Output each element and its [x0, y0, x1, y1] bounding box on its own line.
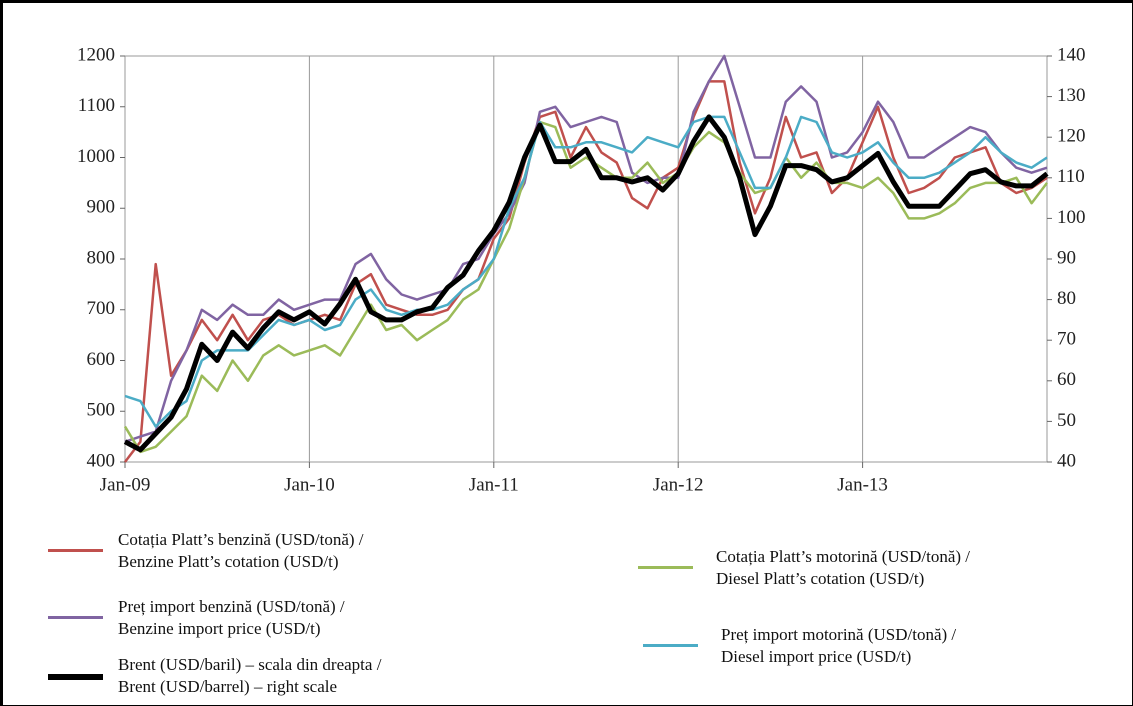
- x-tick-label: Jan-10: [284, 474, 335, 495]
- legend-label: Preț import benzină (USD/tonă) / Benzine…: [118, 597, 345, 638]
- y-tick-label: 1000: [77, 146, 115, 167]
- y2-tick-label: 80: [1057, 288, 1076, 309]
- y-tick-label: 500: [87, 400, 116, 421]
- x-tick-label: Jan-12: [653, 474, 704, 495]
- y2-tick-label: 60: [1057, 369, 1076, 390]
- y2-tick-label: 70: [1057, 329, 1076, 350]
- plot: Jan-09 Jan-10 Jan-11 Jan-12 Jan-13 400 500 600 7…: [77, 44, 1086, 495]
- y-tick-label: 800: [87, 247, 116, 268]
- legend-swatch: [643, 644, 698, 647]
- y2-tick-label: 110: [1057, 166, 1085, 187]
- series-line: [124, 80, 1048, 463]
- series-line: [123, 114, 1049, 453]
- x-tick-label: Jan-11: [469, 474, 519, 495]
- legend-swatch: [48, 616, 103, 619]
- legend-label: Preț import motorină (USD/tonă) / Diesel…: [721, 625, 957, 666]
- y2-tick-label: 130: [1057, 85, 1086, 106]
- series-line: [124, 54, 1048, 443]
- y-tick-label: 600: [87, 349, 116, 370]
- legend-label: Cotația Platt’s benzină (USD/tonă) / Ben…: [118, 530, 364, 571]
- legend-label: Cotația Platt’s motorină (USD/tonă) / Di…: [716, 547, 971, 588]
- legend-label: Brent (USD/baril) – scala din dreapta / …: [118, 655, 382, 696]
- y-tick-label: 900: [87, 197, 116, 218]
- legend-swatch: [638, 566, 693, 569]
- y2-tick-label: 120: [1057, 126, 1086, 147]
- plot-frame: [124, 55, 1048, 463]
- y2-tick-label: 90: [1057, 247, 1076, 268]
- y-tick-label: 400: [87, 450, 116, 471]
- y2-tick-label: 40: [1057, 450, 1076, 471]
- x-tick-label: Jan-13: [837, 474, 888, 495]
- legend-swatch: [48, 549, 103, 552]
- y2-tick-label: 50: [1057, 410, 1076, 431]
- y2-tick-label: 140: [1057, 44, 1086, 65]
- y-tick-label: 1200: [77, 44, 115, 65]
- y-tick-label: 1100: [78, 95, 115, 116]
- series-line: [123, 120, 1048, 454]
- legend-swatch: [48, 674, 103, 680]
- y-tick-label: 700: [87, 298, 116, 319]
- x-tick-label: Jan-09: [100, 474, 151, 495]
- series-line: [124, 115, 1048, 428]
- y2-tick-label: 100: [1057, 207, 1086, 228]
